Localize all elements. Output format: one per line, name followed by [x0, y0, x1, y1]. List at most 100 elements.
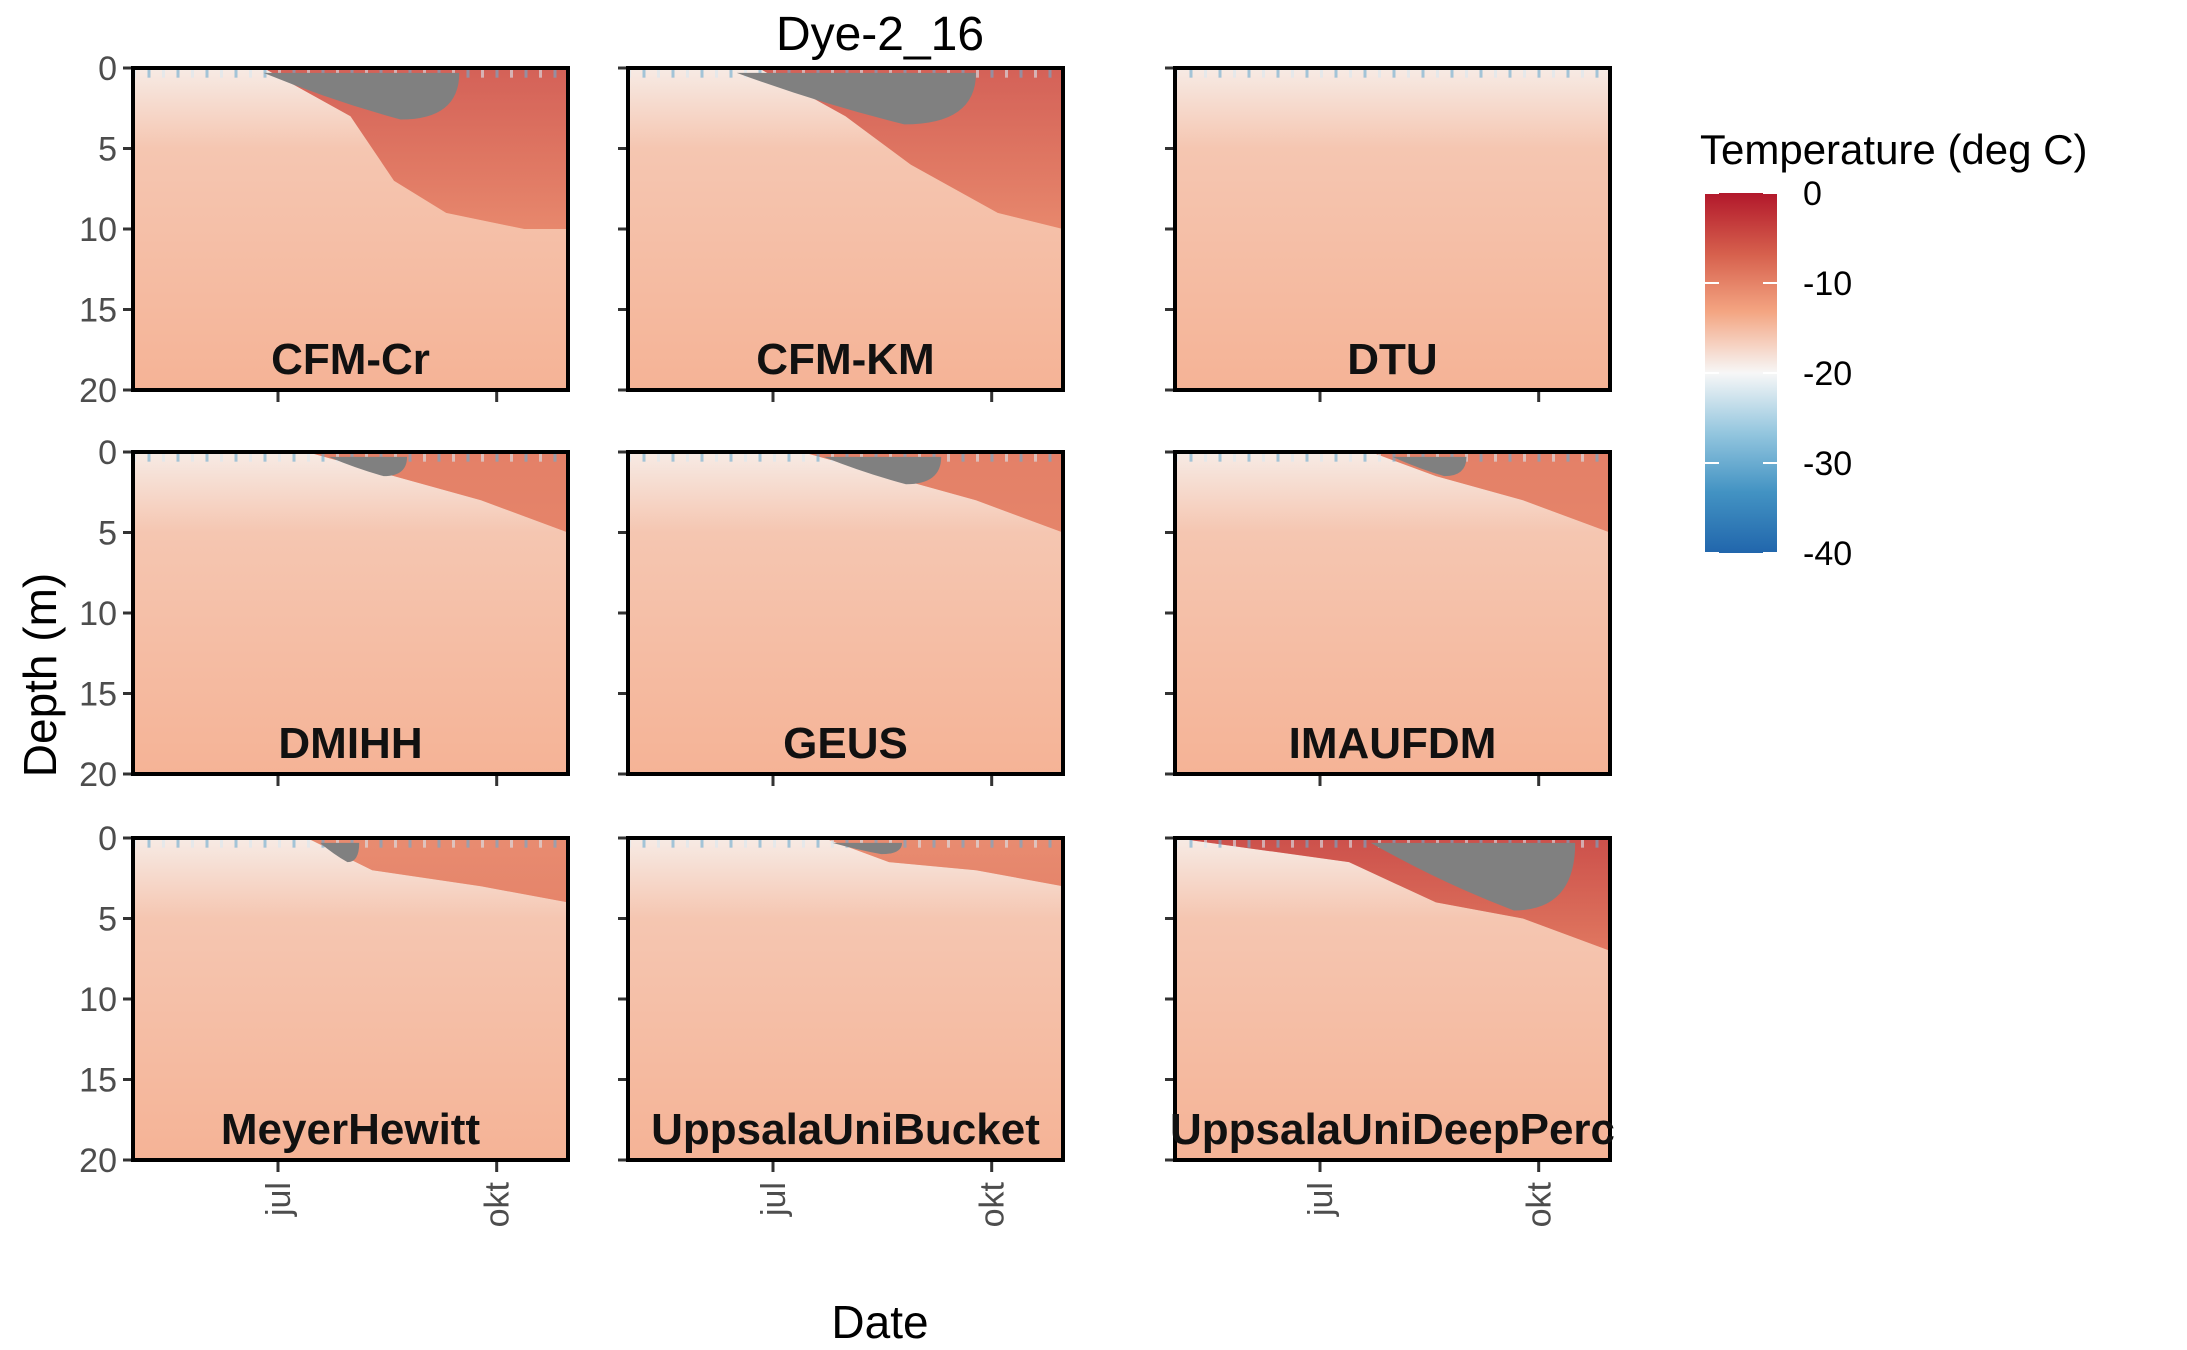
panel-label: CFM-KM [756, 335, 934, 384]
x-tick-label: jul [260, 1182, 298, 1217]
panel-dmihh: DMIHH 0 5 10 15 20 [79, 434, 570, 794]
surface-streak [350, 838, 354, 848]
x-tick-label: jul [1302, 1182, 1340, 1217]
surface-streak [481, 452, 484, 462]
surface-streak [510, 838, 513, 848]
surface-streak [729, 838, 733, 848]
y-tick-label: 20 [79, 756, 117, 794]
surface-streak [802, 838, 805, 848]
panel-border [131, 450, 570, 776]
surface-streak [408, 838, 412, 848]
panel-grid: CFM-Cr 0 5 10 15 20 CFM-KM DTU DMIHH 0 5 10 15 20 GEUS… [79, 50, 1615, 1227]
surface-streak [700, 68, 704, 78]
y-tick-label: 0 [98, 820, 117, 858]
surface-streak [437, 838, 441, 848]
surface-streak [524, 452, 528, 462]
surface-streak [1305, 452, 1309, 462]
panel-cfm-km: CFM-KM [618, 66, 1065, 402]
surface-streak [321, 452, 325, 462]
surface-streak [1305, 838, 1309, 848]
surface-streak [1320, 838, 1323, 848]
legend-tick-label: 0 [1803, 175, 1822, 213]
surface-streak [1019, 68, 1023, 78]
surface-streak [1048, 68, 1052, 78]
surface-streak [1479, 452, 1483, 462]
surface-streak [1034, 452, 1037, 462]
surface-streak [1479, 838, 1483, 848]
surface-streak [1363, 452, 1367, 462]
panel-border [1173, 66, 1612, 392]
surface-streak [1247, 452, 1251, 462]
melt-zone [328, 456, 408, 477]
x-tick-label: okt [1521, 1181, 1559, 1227]
surface-streak [205, 838, 209, 848]
surface-streak [1523, 838, 1526, 848]
surface-streak [787, 452, 791, 462]
surface-streak [642, 452, 646, 462]
legend-ticks: 0 -10 -20 -30 -40 [1705, 175, 1852, 573]
warm-zone-shading [307, 838, 568, 903]
surface-streak [292, 452, 296, 462]
surface-streak [1218, 838, 1222, 848]
temperature-field [628, 838, 1063, 1160]
surface-streak [423, 838, 426, 848]
surface-streak [307, 452, 310, 462]
y-tick-label: 15 [79, 676, 117, 714]
surface-streak [990, 838, 994, 848]
surface-streak [1363, 838, 1367, 848]
warm-zone-shading [758, 68, 1063, 229]
surface-streak [408, 452, 412, 462]
surface-streak [903, 838, 907, 848]
surface-streak [1537, 452, 1541, 462]
surface-streak [510, 452, 513, 462]
surface-streak [1508, 838, 1512, 848]
y-tick-label: 10 [79, 211, 117, 249]
surface-streak [394, 838, 397, 848]
surface-streak [191, 68, 194, 78]
y-tick-label: 0 [98, 50, 117, 88]
surface-streak [1566, 68, 1570, 78]
surface-streak [553, 68, 557, 78]
surface-streak [423, 452, 426, 462]
surface-streak [1378, 452, 1381, 462]
surface-streak [147, 68, 151, 78]
surface-streak [1494, 68, 1497, 78]
surface-streak [874, 838, 878, 848]
y-tick-label: 15 [79, 1062, 117, 1100]
surface-streak [1233, 838, 1236, 848]
melt-zone [823, 456, 942, 485]
surface-streak [1334, 68, 1338, 78]
surface-streak [1291, 68, 1294, 78]
x-tick-label: okt [479, 1181, 517, 1227]
surface-streak [729, 68, 733, 78]
surface-streak [671, 838, 675, 848]
surface-streak [715, 452, 718, 462]
legend-tick-label: -20 [1803, 355, 1852, 393]
surface-streak [686, 452, 689, 462]
surface-streaks [133, 452, 557, 462]
surface-streak [249, 68, 252, 78]
warm-zone-shading [263, 68, 568, 229]
panel-border [131, 836, 570, 1162]
warm-zone-shading [802, 452, 1063, 533]
surface-streak [1276, 68, 1280, 78]
surface-streak [1334, 452, 1338, 462]
melt-zone [832, 842, 903, 855]
surface-streak [481, 68, 484, 78]
surface-streak [524, 68, 528, 78]
surface-streaks [1175, 68, 1599, 78]
surface-streak [1204, 452, 1207, 462]
surface-streak [947, 452, 950, 462]
surface-streak [1247, 838, 1251, 848]
surface-streak [729, 452, 733, 462]
surface-streak [379, 838, 383, 848]
surface-streak [1320, 452, 1323, 462]
surface-streak [1262, 838, 1265, 848]
surface-streak [700, 452, 704, 462]
legend-title: Temperature (deg C) [1700, 126, 2088, 173]
surface-streak [292, 838, 296, 848]
surface-streak [1276, 452, 1280, 462]
surface-streak [220, 838, 223, 848]
surface-streak [147, 838, 151, 848]
surface-streak [539, 68, 542, 78]
